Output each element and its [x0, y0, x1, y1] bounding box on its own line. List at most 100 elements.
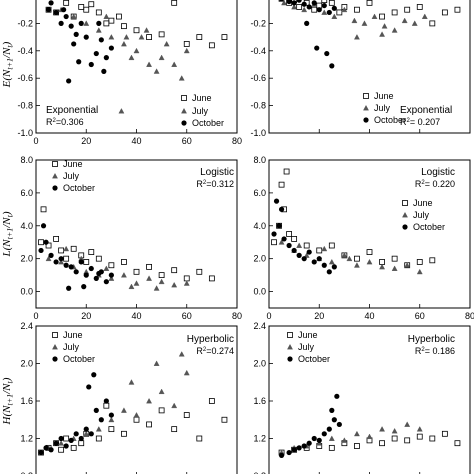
data-point-july	[278, 239, 285, 245]
data-point-june	[441, 9, 448, 16]
x-tick-label: 40	[131, 311, 141, 321]
legend-marker-june	[402, 200, 408, 206]
data-point-june	[171, 267, 178, 274]
data-point-june	[88, 249, 95, 255]
data-point-june	[108, 426, 115, 433]
data-point-june	[416, 433, 423, 440]
data-point-october	[63, 262, 69, 268]
y-tick-label: -0.6	[17, 73, 33, 83]
data-point-october	[301, 1, 307, 7]
data-point-october	[279, 0, 284, 2]
data-point-october	[93, 407, 99, 413]
y-tick-label: 4.0	[253, 221, 266, 231]
legend-label: July	[63, 171, 80, 181]
data-point-june	[391, 9, 398, 16]
data-point-june	[321, 0, 328, 4]
data-point-october	[329, 63, 335, 69]
data-point-october	[314, 45, 320, 51]
y-tick-label: 2.0	[253, 359, 266, 369]
data-point-june	[95, 435, 102, 442]
data-point-october	[58, 20, 64, 26]
data-point-july	[128, 54, 135, 61]
y-tick-label: 2.0	[253, 254, 266, 264]
data-point-october	[83, 426, 89, 432]
data-point-october	[86, 384, 92, 390]
model-name: Logistic	[200, 167, 234, 178]
data-point-june	[146, 34, 152, 40]
data-point-october	[43, 445, 49, 451]
data-point-june	[196, 268, 203, 275]
data-point-october	[98, 417, 104, 423]
x-tick-label: 80	[232, 311, 242, 321]
r-squared: R2=0.312	[196, 179, 234, 189]
data-point-october	[68, 437, 74, 443]
data-point-july	[95, 27, 102, 33]
data-point-october	[291, 447, 297, 453]
data-point-june	[70, 245, 77, 252]
r-squared: R2= 0.220	[415, 179, 455, 189]
data-point-october	[326, 9, 332, 16]
data-point-july	[138, 34, 145, 40]
data-point-october	[63, 443, 69, 449]
data-point-july	[128, 379, 135, 385]
data-point-july	[379, 31, 385, 37]
model-name: Exponential	[400, 105, 452, 116]
data-point-october	[311, 259, 317, 265]
data-point-june	[183, 412, 190, 418]
data-point-june	[133, 268, 140, 275]
data-point-june	[146, 263, 152, 270]
data-point-october	[61, 7, 67, 13]
data-point-october	[98, 37, 104, 43]
data-point-june	[88, 1, 95, 8]
x-tick-label: 0	[266, 311, 271, 321]
data-point-june	[391, 255, 398, 262]
data-point-july	[70, 13, 77, 19]
data-point-july	[321, 9, 328, 15]
data-point-june	[158, 272, 165, 279]
data-point-october	[278, 452, 285, 458]
data-point-june	[391, 435, 398, 442]
data-point-october	[278, 206, 285, 212]
y-tick-label: 6.0	[253, 188, 266, 198]
data-point-june	[58, 446, 65, 453]
data-point-june	[133, 416, 140, 423]
data-point-june	[303, 242, 310, 249]
legend-marker-october	[181, 120, 187, 126]
data-point-june	[366, 249, 373, 255]
data-point-july	[121, 272, 127, 278]
y-axis-label: L(Nt+1/Nt)	[1, 211, 15, 257]
data-point-june	[108, 17, 115, 24]
data-point-october	[108, 412, 114, 418]
data-point-july	[354, 262, 360, 268]
y-tick-label: 8.0	[20, 155, 33, 165]
data-point-october	[296, 445, 302, 451]
legend-marker-july	[363, 104, 369, 111]
data-point-june	[441, 430, 448, 437]
data-point-july	[328, 258, 335, 265]
data-point-october	[73, 431, 79, 437]
data-point-july	[346, 255, 353, 262]
data-point-july	[163, 40, 170, 47]
x-tick-label: 20	[81, 136, 91, 146]
data-point-july	[171, 61, 178, 67]
data-point-june	[208, 398, 215, 404]
data-point-june	[45, 242, 52, 249]
data-point-october	[83, 34, 89, 40]
data-point-june	[103, 402, 110, 409]
data-point-october	[301, 256, 307, 262]
data-point-june	[416, 4, 423, 10]
y-tick-label: 1.6	[20, 396, 33, 406]
data-point-july	[95, 426, 102, 432]
x-tick-label: 0	[33, 311, 38, 321]
data-point-october	[334, 393, 340, 399]
data-point-october	[286, 0, 292, 5]
y-tick-label: -0.2	[17, 18, 33, 28]
data-point-july	[133, 280, 140, 286]
data-point-june	[121, 259, 127, 265]
r-squared: R2= 0.186	[415, 346, 455, 356]
data-point-july	[123, 34, 130, 40]
data-point-july	[391, 427, 398, 434]
y-tick-label: 1.2	[20, 434, 33, 444]
